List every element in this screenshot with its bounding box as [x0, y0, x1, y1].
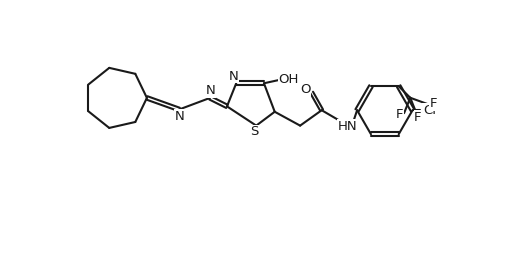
Text: F: F [414, 111, 422, 124]
Text: F: F [396, 108, 403, 121]
Text: O: O [300, 83, 311, 96]
Text: OH: OH [279, 73, 299, 86]
Text: N: N [206, 84, 216, 97]
Text: N: N [229, 70, 239, 83]
Text: Cl: Cl [423, 104, 436, 117]
Text: S: S [250, 125, 259, 138]
Text: F: F [430, 97, 437, 110]
Text: N: N [175, 110, 184, 123]
Text: HN: HN [337, 120, 357, 133]
